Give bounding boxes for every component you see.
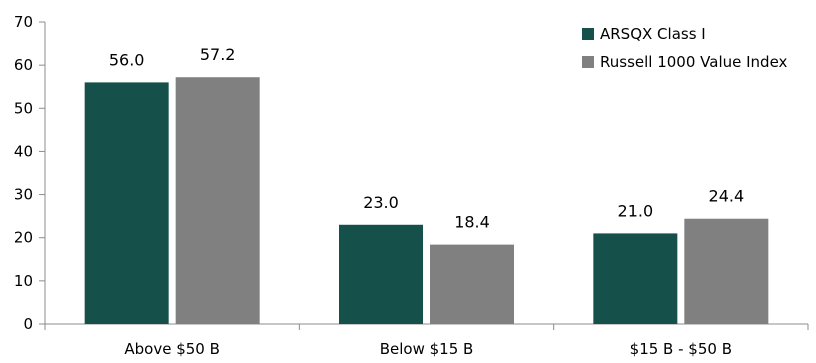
data-label-series-1-0: 57.2 bbox=[200, 45, 236, 64]
y-tick-label: 0 bbox=[23, 315, 33, 333]
y-tick-label: 30 bbox=[14, 186, 33, 204]
bar-series-1-1 bbox=[430, 244, 514, 324]
x-category-label: Below $15 B bbox=[380, 340, 474, 358]
data-label-series-1-2: 24.4 bbox=[709, 187, 745, 206]
data-label-series-0-2: 21.0 bbox=[618, 201, 654, 220]
y-tick-label: 70 bbox=[14, 13, 33, 31]
y-tick-label: 50 bbox=[14, 99, 33, 117]
legend: ARSQX Class I Russell 1000 Value Index bbox=[582, 25, 788, 71]
legend-label-series-0: ARSQX Class I bbox=[600, 25, 706, 43]
data-labels: 56.0 57.2 23.0 18.4 21.0 24.4 bbox=[109, 45, 744, 231]
y-tick-label: 10 bbox=[14, 272, 33, 290]
bar-series-1-0 bbox=[175, 77, 260, 324]
x-category-label: Above $50 B bbox=[124, 340, 220, 358]
legend-swatch-series-1 bbox=[582, 56, 594, 68]
x-category-label: $15 B - $50 B bbox=[630, 340, 732, 358]
bar-series-0-1 bbox=[339, 224, 423, 324]
bar-series-1-2 bbox=[684, 218, 769, 324]
data-label-series-1-1: 18.4 bbox=[454, 213, 490, 232]
data-label-series-0-0: 56.0 bbox=[109, 50, 145, 69]
legend-swatch-series-0 bbox=[582, 28, 594, 40]
y-tick-label: 20 bbox=[14, 229, 33, 247]
legend-label-series-1: Russell 1000 Value Index bbox=[600, 53, 788, 71]
bar-series-0-2 bbox=[593, 233, 678, 324]
bar-series-0-0 bbox=[84, 82, 169, 325]
x-axis: Above $50 B Below $15 B $15 B - $50 B bbox=[44, 323, 809, 358]
y-tick-label: 60 bbox=[14, 56, 33, 74]
y-tick-label: 40 bbox=[14, 142, 33, 160]
y-axis: 0 10 20 30 40 50 60 70 bbox=[14, 13, 46, 333]
bars bbox=[84, 77, 769, 325]
data-label-series-0-1: 23.0 bbox=[363, 193, 399, 212]
